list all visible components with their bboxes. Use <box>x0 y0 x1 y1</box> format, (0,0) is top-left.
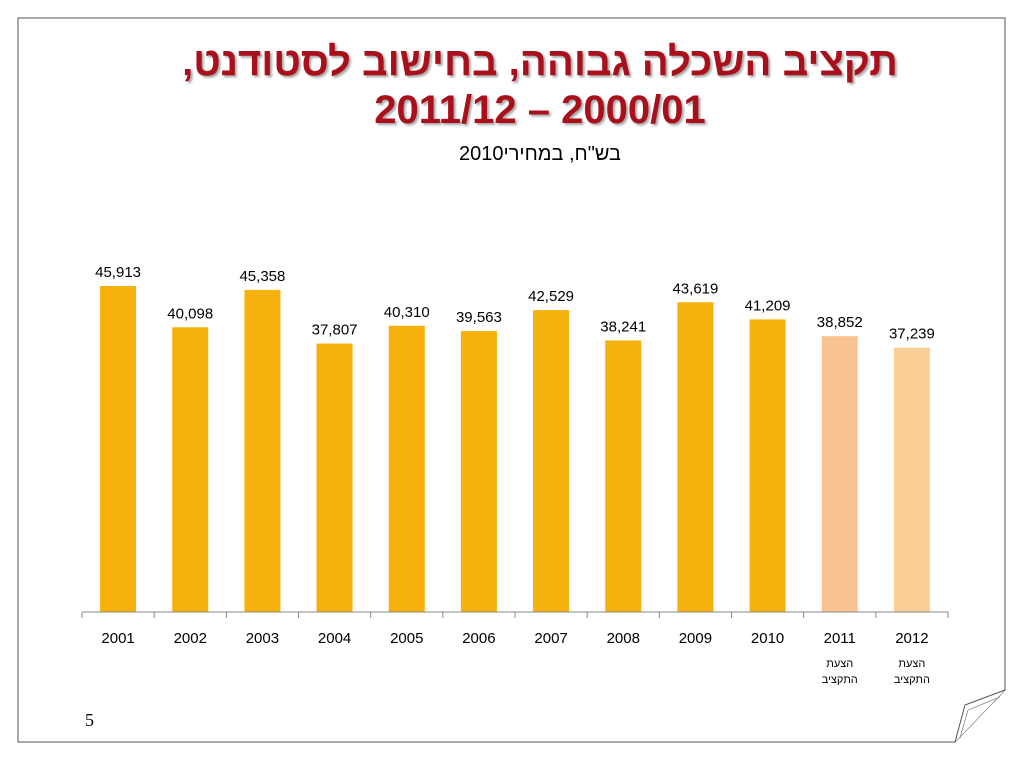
category-note-2011: הצעת <box>826 658 853 670</box>
x-tick-label-2005: 2005 <box>390 630 423 647</box>
value-label-2002: 40,098 <box>167 305 213 322</box>
bar-2001 <box>100 286 137 612</box>
category-notes-group: הצעת התקציב הצעת התקציב <box>822 658 930 686</box>
value-label-2012: 37,239 <box>889 326 935 343</box>
value-label-2009: 43,619 <box>672 280 718 297</box>
x-tick-label-2009: 2009 <box>679 630 712 647</box>
x-tick-label-2001: 2001 <box>101 630 134 647</box>
value-label-2005: 40,310 <box>384 304 430 321</box>
x-tick-labels-group: 2001 2002 2003 2004 2005 2006 2007 2008 2009 2010… <box>101 630 928 647</box>
category-note-2012: הצעת <box>898 658 925 670</box>
x-tick-label-2002: 2002 <box>174 630 207 647</box>
value-label-2004: 37,807 <box>312 322 358 339</box>
category-note-2012: התקציב <box>894 674 930 686</box>
title-line-1: תקציב השכלה גבוהה, בחישוב לסטודנט, <box>182 40 898 84</box>
category-note-2011: התקציב <box>822 674 858 686</box>
value-label-2003: 45,358 <box>239 268 285 285</box>
x-tick-label-2012: 2012 <box>895 630 928 647</box>
bar-2004 <box>316 343 353 612</box>
bar-2010 <box>749 319 786 612</box>
subtitle: בש"ח, במחירי2010 <box>459 143 621 165</box>
x-tick-label-2007: 2007 <box>534 630 567 647</box>
value-label-2001: 45,913 <box>95 264 141 281</box>
bar-2008 <box>605 340 642 612</box>
bar-2005 <box>388 325 425 612</box>
page-number: 5 <box>85 710 94 730</box>
value-label-2010: 41,209 <box>745 297 791 314</box>
bar-2003 <box>244 289 281 612</box>
title-line-2: 2011/12 – 2000/01 <box>374 88 706 132</box>
x-tick-label-2010: 2010 <box>751 630 784 647</box>
x-tick-label-2011: 2011 <box>824 630 856 647</box>
value-labels-group: 45,913 40,098 45,358 37,807 40,310 39,563 42,5… <box>95 264 935 343</box>
x-tick-label-2008: 2008 <box>607 630 640 647</box>
value-label-2011: 38,852 <box>817 314 863 331</box>
bars-group <box>100 286 930 612</box>
bar-2012 <box>893 347 930 612</box>
bar-2011 <box>821 336 858 612</box>
bar-2002 <box>172 327 209 612</box>
x-tick-label-2004: 2004 <box>318 630 351 647</box>
value-label-2006: 39,563 <box>456 309 502 326</box>
bar-2006 <box>460 331 497 612</box>
x-ticks-group <box>81 612 949 618</box>
bar-2009 <box>677 302 714 612</box>
value-label-2008: 38,241 <box>600 318 646 335</box>
bar-2007 <box>533 310 570 612</box>
x-tick-label-2006: 2006 <box>462 630 495 647</box>
x-tick-label-2003: 2003 <box>246 630 279 647</box>
value-label-2007: 42,529 <box>528 288 574 305</box>
